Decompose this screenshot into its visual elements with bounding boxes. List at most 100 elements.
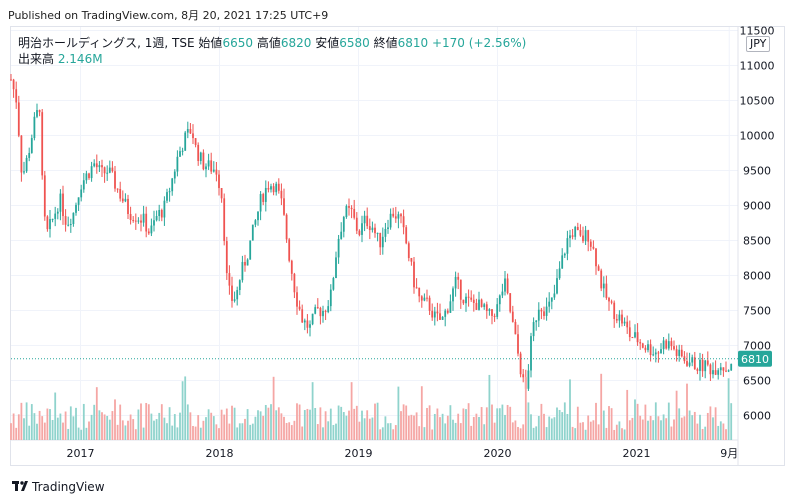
candle-body [56, 211, 59, 214]
candle-body [374, 227, 376, 234]
volume-bar [719, 421, 722, 440]
volume-bar [621, 428, 623, 440]
volume-bar [296, 403, 298, 440]
volume-bar [449, 405, 452, 440]
candle-body [714, 370, 717, 375]
candle-body [634, 332, 636, 338]
volume-bar [179, 412, 181, 440]
candle-body [142, 213, 145, 223]
volume-bar [43, 422, 46, 440]
volume-bar [332, 424, 335, 440]
volume-bar [77, 427, 80, 440]
volume-bar [371, 417, 374, 440]
close-label: 終値 [373, 36, 398, 50]
candle-body [483, 304, 486, 307]
candle-body [454, 276, 457, 289]
volume-bar [241, 423, 244, 440]
volume-bar [176, 427, 179, 440]
volume-bar [140, 403, 142, 440]
candle-body [228, 273, 231, 286]
volume-bar [545, 427, 548, 440]
candle-body [90, 166, 93, 179]
volume-bar [293, 420, 296, 440]
candle-body [493, 315, 496, 317]
open-label: 始値 [198, 36, 223, 50]
volume-bar [467, 403, 470, 440]
candle-body [348, 206, 350, 208]
volume-bar [163, 417, 166, 440]
candle-body [543, 311, 545, 316]
volume-bar [202, 420, 205, 440]
candle-body [725, 370, 727, 372]
candle-body [46, 216, 49, 230]
candle-body [654, 352, 657, 355]
volume-bar [272, 376, 275, 440]
candle-body [485, 304, 488, 311]
volume-bar [280, 413, 283, 440]
volume-bar [121, 420, 124, 440]
volume-bar [439, 417, 441, 440]
volume-bar [483, 424, 486, 440]
candle-body [272, 186, 275, 193]
candle-body [189, 129, 192, 134]
candle-body [722, 367, 725, 371]
candle-body [324, 310, 327, 313]
candle-body [184, 132, 187, 151]
candle-body [387, 227, 389, 230]
volume-bar [384, 416, 387, 440]
candle-body [280, 190, 283, 199]
symbol-label[interactable]: 明治ホールディングス, 1週, TSE [18, 36, 195, 50]
volume-legend: 出来高 2.146M [18, 50, 103, 67]
volume-bar [387, 423, 389, 440]
candle-body [93, 163, 96, 167]
candle-body [140, 220, 142, 223]
candle-body [444, 310, 447, 317]
candle-body [587, 230, 590, 242]
volume-bar [205, 417, 207, 440]
volume-bar [374, 403, 376, 440]
candle-body [628, 327, 631, 338]
candle-body [615, 318, 618, 321]
volume-bar [207, 409, 210, 440]
candle-body [88, 173, 90, 179]
candle-body [262, 194, 265, 202]
candle-body [662, 340, 665, 350]
candle-body [667, 341, 670, 349]
volume-bar [478, 416, 480, 440]
volume-bar [709, 406, 712, 440]
volume-bar [36, 423, 38, 440]
volume-bar [436, 408, 439, 440]
candle-body [400, 214, 402, 217]
volume-bar [220, 409, 223, 440]
candle-body [264, 187, 267, 202]
volume-bar [350, 382, 353, 440]
volume-bar [340, 406, 343, 440]
volume-bar [358, 421, 361, 440]
volume-bar [727, 378, 730, 440]
volume-bar [402, 404, 405, 440]
volume-bar [441, 413, 444, 440]
volume-bar [714, 407, 717, 440]
candle-body [415, 287, 418, 289]
volume-bar [264, 404, 267, 440]
candle-body [647, 344, 649, 351]
volume-bar [413, 415, 415, 440]
volume-bar [686, 383, 688, 440]
volume-bar [49, 409, 51, 440]
candle-body [337, 238, 340, 258]
footer-brand[interactable]: TradingView [12, 480, 105, 494]
candle-body [636, 332, 639, 343]
currency-button[interactable]: JPY [746, 36, 771, 52]
volume-bar [722, 423, 725, 440]
candle-body [205, 166, 207, 170]
candle-body [548, 301, 551, 307]
volume-bar [428, 405, 431, 440]
candle-body [121, 198, 124, 202]
volume-bar [41, 416, 44, 440]
chart-frame[interactable] [10, 26, 785, 466]
candle-body [501, 291, 504, 296]
volume-bar [277, 407, 280, 440]
candle-body [298, 306, 301, 310]
candle-body [179, 151, 181, 157]
